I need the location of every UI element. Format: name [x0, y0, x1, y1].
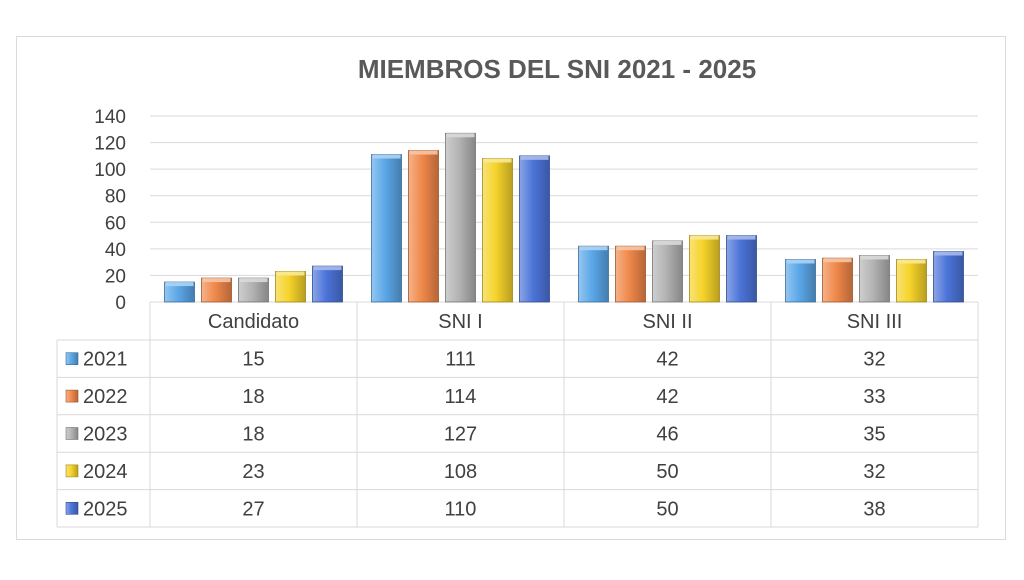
bar-cap — [934, 251, 963, 256]
legend-label: 2022 — [83, 386, 128, 408]
bar-cap — [446, 133, 475, 138]
bar-cap — [897, 259, 926, 264]
data-label: 42 — [656, 386, 678, 408]
data-label: 32 — [863, 461, 885, 483]
y-tick-label: 100 — [94, 160, 126, 181]
data-label: 46 — [656, 424, 678, 446]
legend-key-2025 — [65, 501, 79, 515]
bar-2022-1 — [408, 150, 439, 303]
bar-cap — [276, 271, 305, 276]
category-label: Candidato — [208, 311, 299, 333]
bar-cap — [239, 278, 268, 283]
y-tick-label: 40 — [105, 240, 126, 261]
category-label: SNI I — [438, 311, 482, 333]
bar-2024-2 — [689, 235, 720, 303]
bar-cap — [860, 255, 889, 260]
y-tick-label: 80 — [105, 187, 126, 208]
data-label: 23 — [242, 461, 264, 483]
data-label: 108 — [444, 461, 477, 483]
bars — [164, 132, 964, 303]
bar-2023-3 — [859, 255, 890, 303]
data-label: 114 — [445, 386, 477, 408]
legend-label: 2024 — [83, 461, 128, 483]
y-axis: 0 20 40 60 80 100 120 140 — [94, 107, 126, 314]
bar-cap — [483, 158, 512, 163]
bar-cap — [520, 155, 549, 160]
category-label: SNI II — [642, 311, 692, 333]
data-label: 15 — [242, 349, 264, 371]
bar-cap — [823, 258, 852, 263]
data-label: 110 — [445, 498, 477, 520]
chart-title: MIEMBROS DEL SNI 2021 - 2025 — [358, 54, 756, 84]
data-table: Candidato SNI I SNI II SNI III 2021 15 111 42 32… — [56, 302, 979, 528]
bar-2025-1 — [519, 155, 550, 303]
data-label: 18 — [242, 424, 264, 446]
bar-cap — [579, 246, 608, 251]
bar-2021-3 — [785, 259, 816, 303]
data-label: 111 — [445, 349, 475, 371]
data-label: 127 — [444, 424, 477, 446]
data-label: 50 — [656, 498, 678, 520]
data-label: 35 — [863, 424, 885, 446]
bar-cap — [653, 240, 682, 245]
bar-cap — [372, 154, 401, 159]
data-label: 32 — [863, 349, 885, 371]
legend-key-2022 — [65, 389, 79, 403]
y-tick-label: 140 — [94, 107, 126, 128]
legend-key-2021 — [65, 352, 79, 366]
category-label: SNI III — [847, 311, 903, 333]
y-tick-label: 0 — [115, 293, 126, 314]
bar-cap — [690, 235, 719, 240]
legend-label: 2025 — [83, 498, 128, 520]
data-label: 33 — [863, 386, 885, 408]
legend-label: 2021 — [83, 349, 128, 371]
legend-key-2023 — [65, 427, 79, 440]
bar-2021-1 — [371, 154, 402, 303]
data-label: 50 — [656, 461, 678, 483]
y-tick-label: 20 — [105, 266, 126, 287]
bar-2023-2 — [652, 240, 683, 303]
legend-key-2024 — [65, 464, 79, 478]
bar-2025-3 — [933, 251, 964, 303]
bar-cap — [786, 259, 815, 264]
data-label: 38 — [863, 498, 885, 520]
bar-2023-1 — [445, 132, 476, 303]
bar-cap — [313, 266, 342, 271]
y-tick-label: 60 — [105, 213, 126, 234]
bar-2025-2 — [726, 235, 757, 303]
data-label: 42 — [656, 349, 678, 371]
data-label: 27 — [242, 498, 264, 520]
gridlines — [150, 115, 978, 303]
bar-2024-1 — [482, 158, 513, 303]
bar-2024-0 — [275, 271, 306, 303]
bar-cap — [202, 278, 231, 283]
bar-cap — [727, 235, 756, 240]
bar-2021-2 — [578, 245, 609, 303]
legend-label: 2023 — [83, 424, 128, 446]
bar-2025-0 — [312, 265, 343, 303]
bar-cap — [616, 246, 645, 251]
bar-2022-3 — [822, 257, 853, 303]
bar-cap — [409, 150, 438, 155]
bar-2022-2 — [615, 245, 646, 303]
data-label: 18 — [242, 386, 264, 408]
y-tick-label: 120 — [94, 134, 126, 155]
bar-2024-3 — [896, 259, 927, 303]
bar-cap — [165, 282, 194, 287]
